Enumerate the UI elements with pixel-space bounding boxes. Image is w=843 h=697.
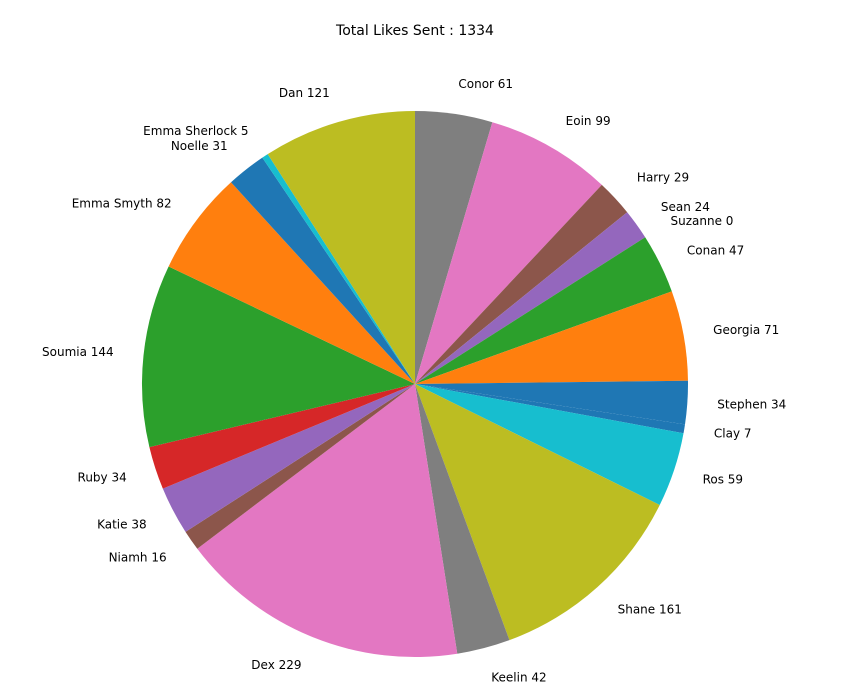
pie-slice-noelle xyxy=(231,157,415,384)
pie-label-noelle: Noelle 31 xyxy=(171,139,228,153)
pie-label-katie: Katie 38 xyxy=(97,518,147,532)
pie-label-conor: Conor 61 xyxy=(458,77,513,91)
pie-label-eoin: Eoin 99 xyxy=(566,114,611,128)
pie-slice-ruby xyxy=(149,384,415,489)
pie-slice-emma-sherlock xyxy=(262,154,415,384)
pie-label-clay: Clay 7 xyxy=(714,427,752,441)
pie-slice-dan xyxy=(267,111,415,384)
pie-label-emma-smyth: Emma Smyth 82 xyxy=(72,196,172,210)
pie-slice-ros xyxy=(415,384,684,506)
pie-slice-clay xyxy=(415,384,686,434)
pie-label-dan: Dan 121 xyxy=(279,86,330,100)
pie-slice-keelin xyxy=(415,384,510,654)
pie-label-conan: Conan 47 xyxy=(687,243,744,257)
pie-slice-dex xyxy=(197,384,458,657)
pie-slice-soumia xyxy=(141,266,415,448)
pie-slice-katie xyxy=(162,384,415,532)
pie-slice-conor xyxy=(415,111,493,384)
pie-label-niamh: Niamh 16 xyxy=(109,551,167,565)
pie-slice-conan xyxy=(415,237,672,384)
pie-label-harry: Harry 29 xyxy=(637,171,689,185)
pie-slices xyxy=(141,111,688,657)
pie-label-stephen: Stephen 34 xyxy=(717,398,786,412)
pie-label-georgia: Georgia 71 xyxy=(713,323,779,337)
pie-slice-shane xyxy=(415,384,660,641)
pie-label-ros: Ros 59 xyxy=(703,472,743,486)
pie-slice-emma-smyth xyxy=(168,182,415,384)
pie-label-dex: Dex 229 xyxy=(251,658,301,672)
pie-slice-sean xyxy=(415,212,646,384)
pie-label-emma-sherlock: Emma Sherlock 5 xyxy=(143,124,248,138)
pie-label-sean: Sean 24 xyxy=(661,200,710,214)
pie-label-shane: Shane 161 xyxy=(618,602,682,616)
pie-slice-harry xyxy=(415,184,628,384)
pie-slice-niamh xyxy=(185,384,415,549)
pie-label-soumia: Soumia 144 xyxy=(42,345,114,359)
pie-slice-georgia xyxy=(415,291,688,384)
pie-label-ruby: Ruby 34 xyxy=(78,470,127,484)
pie-slice-stephen xyxy=(415,380,688,425)
pie-label-keelin: Keelin 42 xyxy=(491,670,546,684)
pie-slice-eoin xyxy=(415,122,602,384)
pie-label-suzanne: Suzanne 0 xyxy=(670,214,733,228)
chart-title: Total Likes Sent : 1334 xyxy=(335,23,494,39)
